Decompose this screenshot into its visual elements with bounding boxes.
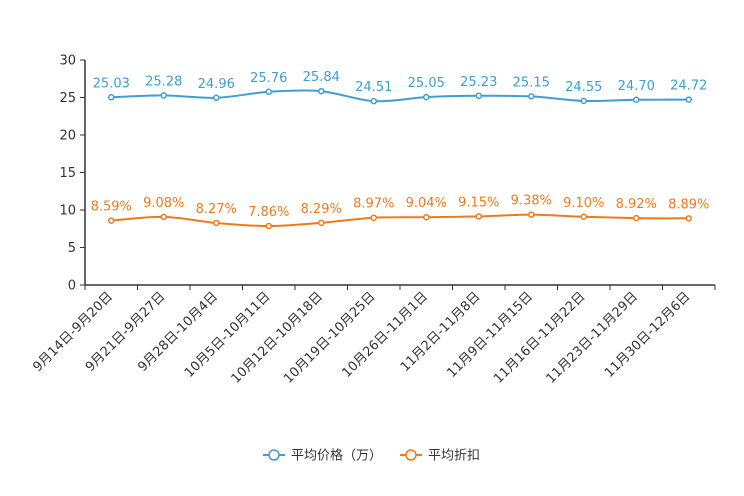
y-tick-label: 15 xyxy=(59,166,76,181)
y-tick-label: 25 xyxy=(59,91,76,106)
data-point xyxy=(213,94,220,102)
y-tick-label: 0 xyxy=(68,279,76,294)
series-2: 8.59% 9.08% 8.27% 7.86% 8.29% 8.97% 9.04% 9.15%… xyxy=(91,194,709,230)
legend-marker-icon xyxy=(405,449,417,461)
data-label: 24.72 xyxy=(670,79,707,94)
data-label: 8.92% xyxy=(616,197,657,212)
legend-marker-icon xyxy=(268,449,280,461)
data-point xyxy=(265,88,272,96)
data-label: 9.08% xyxy=(143,196,184,211)
legend-label: 平均价格（万） xyxy=(291,448,382,464)
data-point xyxy=(213,219,220,227)
y-tick-label: 30 xyxy=(59,54,76,69)
series-line xyxy=(111,213,689,228)
data-label: 24.55 xyxy=(565,80,602,95)
y-tick-label: 5 xyxy=(68,241,76,256)
series-layer: 25.03 25.28 24.96 25.76 25.84 24.51 25.05 25.23… xyxy=(91,70,709,230)
data-point xyxy=(475,92,482,100)
data-label: 25.15 xyxy=(513,75,550,90)
legend-item-2[interactable]: 平均折扣 xyxy=(400,449,480,464)
y-axis: 0 5 10 15 20 25 30 xyxy=(59,54,86,294)
data-label: 8.97% xyxy=(353,197,394,212)
series-line xyxy=(111,89,689,103)
data-point xyxy=(685,215,692,222)
data-point xyxy=(108,94,115,101)
data-label: 24.70 xyxy=(618,79,655,94)
x-tick-label: 11月16日-11月22日 xyxy=(491,289,588,386)
data-label: 24.51 xyxy=(355,80,392,95)
data-point xyxy=(318,219,325,227)
data-label: 8.29% xyxy=(301,202,342,217)
data-point xyxy=(475,213,482,220)
data-label: 25.76 xyxy=(250,71,287,86)
data-label: 9.38% xyxy=(511,194,552,209)
data-point xyxy=(265,222,272,230)
data-label: 25.28 xyxy=(145,74,182,89)
x-tick-label: 10月19日-10月25日 xyxy=(281,289,378,386)
data-point xyxy=(685,96,692,103)
legend-label: 平均折扣 xyxy=(428,449,480,464)
data-point xyxy=(370,97,377,105)
data-label: 7.86% xyxy=(248,205,289,220)
data-point xyxy=(423,213,430,221)
data-point xyxy=(528,93,535,100)
data-point xyxy=(580,213,587,220)
data-point xyxy=(528,211,535,218)
legend[interactable]: 平均价格（万） 平均折扣 xyxy=(263,448,480,464)
legend-item-1[interactable]: 平均价格（万） xyxy=(263,448,382,464)
x-tick-label: 11月23日-11月29日 xyxy=(544,289,641,386)
data-point xyxy=(108,217,115,224)
data-point xyxy=(160,213,167,221)
data-label: 8.59% xyxy=(91,200,132,215)
data-label: 9.15% xyxy=(458,195,499,210)
x-axis: 9月14日-9月20日9月21日-9月27日9月28日-10月4日10月5日-1… xyxy=(30,284,716,387)
data-point xyxy=(370,214,377,221)
data-label: 8.27% xyxy=(196,202,237,217)
data-label: 24.96 xyxy=(198,77,235,92)
data-point xyxy=(633,214,640,222)
y-tick-label: 20 xyxy=(59,129,76,144)
data-label: 25.84 xyxy=(303,70,340,85)
data-point xyxy=(160,92,167,99)
data-point xyxy=(423,93,430,101)
x-tick-label: 10月12日-10月18日 xyxy=(229,289,326,386)
data-label: 25.03 xyxy=(93,76,130,91)
data-label: 8.89% xyxy=(668,197,709,212)
data-label: 9.10% xyxy=(563,196,604,211)
data-label: 25.23 xyxy=(460,75,497,90)
data-label: 25.05 xyxy=(408,76,445,91)
data-point xyxy=(318,87,325,95)
data-point xyxy=(633,96,640,103)
series-1: 25.03 25.28 24.96 25.76 25.84 24.51 25.05 25.23… xyxy=(93,70,707,105)
y-tick-label: 10 xyxy=(59,204,76,219)
data-point xyxy=(580,97,587,105)
data-label: 9.04% xyxy=(406,196,447,211)
